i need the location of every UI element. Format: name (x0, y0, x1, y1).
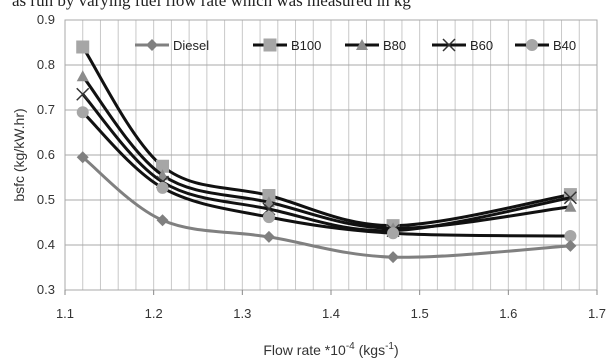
data-point-b100 (76, 40, 90, 54)
data-point-b60 (76, 87, 90, 101)
series-b100 (76, 40, 577, 233)
x-axis-title: Flow rate *10-4 (kgs-1) (263, 341, 398, 358)
data-point-diesel (262, 230, 275, 243)
y-tick-label: 0.5 (37, 192, 55, 207)
data-point-b40 (387, 227, 400, 240)
x-tick-label: 1.3 (233, 306, 251, 321)
y-tick-label: 0.4 (37, 237, 55, 252)
series-layer (76, 40, 577, 264)
y-tick-label: 0.6 (37, 147, 55, 162)
legend-item-b40: B40 (515, 38, 576, 53)
legend-marker-b80 (356, 39, 368, 50)
data-point-b80 (156, 169, 169, 181)
series-b40 (76, 106, 577, 242)
y-axis-title: bsfc (kg/kW.hr) (11, 108, 27, 201)
data-point-b80 (76, 70, 89, 82)
data-point-b80 (262, 196, 275, 208)
data-point-diesel (156, 214, 169, 227)
x-axis-title-unit-exponent: -1 (385, 341, 394, 352)
legend-item-diesel: Diesel (135, 38, 209, 53)
legend-label-b100: B100 (291, 38, 321, 53)
series-line-b60 (81, 93, 571, 233)
series-line-diesel (81, 156, 571, 259)
x-axis-title-exponent: -4 (346, 341, 355, 352)
legend-marker-b100 (263, 38, 277, 52)
data-point-diesel (387, 251, 400, 264)
legend-label-b80: B80 (383, 38, 406, 53)
x-tick-label: 1.2 (145, 306, 163, 321)
series-diesel (76, 151, 577, 264)
data-point-b40 (262, 211, 275, 224)
x-axis-title-unit: (kgs (355, 342, 385, 358)
x-tick-label: 1.6 (499, 306, 517, 321)
y-tick-label: 0.7 (37, 102, 55, 117)
data-point-b40 (564, 230, 577, 242)
y-tick-label: 0.8 (37, 57, 55, 72)
x-tick-label: 1.1 (56, 306, 74, 321)
legend-marker-b60 (442, 38, 456, 52)
y-tick-label: 0.9 (37, 12, 55, 27)
legend-label-b40: B40 (553, 38, 576, 53)
tick-labels: 0.3 0.4 0.5 0.6 0.7 0.8 0.9 1.1 1.2 1.3 1.4 1.5 1.6 1… (37, 12, 606, 321)
x-tick-label: 1.5 (411, 306, 429, 321)
data-point-diesel (76, 151, 89, 164)
legend-marker-b40 (526, 39, 538, 51)
legend-label-diesel: Diesel (173, 38, 209, 53)
data-point-diesel (564, 239, 577, 252)
y-tick-label: 0.3 (37, 282, 55, 297)
x-tick-label: 1.7 (588, 306, 606, 321)
legend-marker-diesel (146, 39, 158, 51)
data-point-b80 (564, 200, 577, 212)
data-point-b40 (156, 181, 169, 194)
legend-item-b100: B100 (253, 38, 321, 53)
data-point-b40 (76, 106, 89, 119)
legend-item-b80: B80 (345, 38, 406, 53)
figure-caption-fragment: as run by varying fuel flow rate which w… (12, 0, 411, 10)
series-line-b40 (81, 111, 571, 238)
x-tick-label: 1.4 (322, 306, 340, 321)
legend-label-b60: B60 (470, 38, 493, 53)
x-axis-title-main: Flow rate *10 (263, 342, 346, 358)
legend-item-b60: B60 (432, 38, 493, 53)
data-point-b60 (563, 191, 577, 205)
x-axis-title-close: ) (394, 342, 399, 358)
legend: Diesel B100 B80 B60 B40 (135, 38, 576, 53)
